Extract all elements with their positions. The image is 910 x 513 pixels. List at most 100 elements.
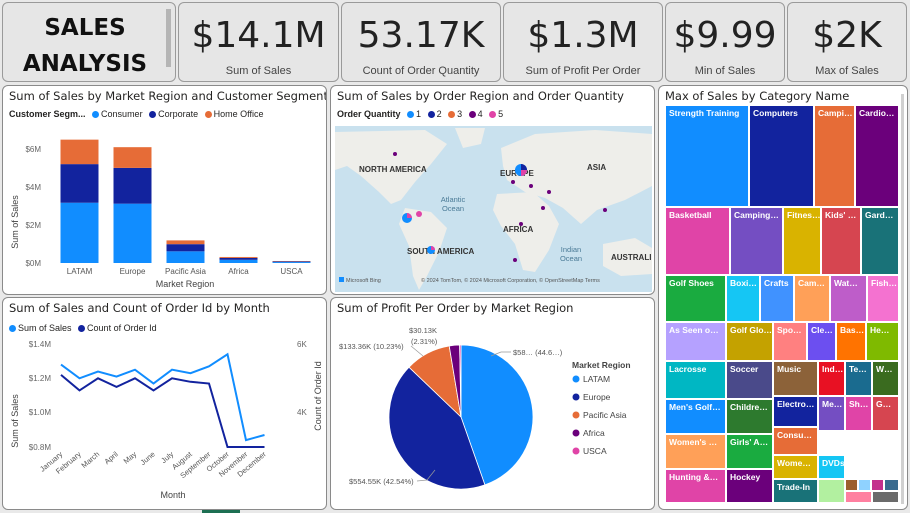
treemap-cell[interactable]: Lacrosse: [665, 361, 726, 399]
treemap-cell[interactable]: Sh…: [845, 396, 872, 431]
map-card[interactable]: Sum of Sales by Order Region and Order Q…: [330, 85, 655, 295]
pie-slice-europe[interactable]: [388, 366, 486, 490]
treemap-cell-small[interactable]: [845, 491, 872, 503]
map-bubble[interactable]: [541, 206, 545, 210]
line-chart-plot[interactable]: Sum of Sales Count of Order Id $1.4M $1.…: [3, 336, 326, 508]
treemap-cell[interactable]: Crafts: [760, 275, 794, 322]
legend-item[interactable]: 5: [498, 109, 504, 119]
legend-item[interactable]: 4: [477, 109, 483, 119]
treemap-cell[interactable]: Basketball: [665, 207, 730, 275]
treemap-plot[interactable]: Strength Training Computers Campi… Cardio… B…: [665, 105, 899, 503]
map-bubble-brazil-slice[interactable]: [431, 246, 435, 250]
treemap-cell[interactable]: Campi…: [814, 105, 855, 207]
bar-segment-corporate[interactable]: [113, 167, 152, 204]
bar-chart-card[interactable]: Sum of Sales by Market Region and Custom…: [2, 85, 327, 295]
title-scrollbar[interactable]: [166, 9, 171, 67]
legend-item[interactable]: 1: [416, 109, 422, 119]
bar-segment-home-office[interactable]: [60, 139, 99, 165]
treemap-cell-small[interactable]: [845, 479, 858, 491]
treemap-cell[interactable]: Cam…: [794, 275, 830, 322]
treemap-cell[interactable]: Trade-In: [773, 479, 818, 503]
treemap-cell[interactable]: Childre…: [726, 399, 773, 434]
map-attribution[interactable]: © 2024 TomTom, © 2024 Microsoft Corporat…: [421, 277, 600, 284]
legend-item[interactable]: Corporate: [158, 109, 199, 119]
map-bubble-colombia[interactable]: [416, 211, 422, 217]
pie-slice-usca[interactable]: [459, 344, 462, 418]
page-tab-indicator[interactable]: [202, 510, 240, 513]
treemap-cell[interactable]: Spo…: [773, 322, 807, 361]
legend-item[interactable]: 3: [457, 109, 463, 119]
treemap-cell[interactable]: Gard…: [861, 207, 899, 275]
pie-legend-item[interactable]: USCA: [583, 446, 607, 456]
treemap-card[interactable]: Max of Sales by Category Name Strength T…: [658, 85, 908, 510]
map-bubble[interactable]: [529, 184, 533, 188]
bar-chart-plot[interactable]: Sum of Sales $6M $4M $2M $0M LATAM Europe…: [3, 124, 326, 294]
pie-chart-plot[interactable]: $58… (44.6…) $554.55K (42.54%) $133.36K …: [331, 320, 654, 510]
map-bubble[interactable]: [511, 180, 515, 184]
treemap-cell[interactable]: Soccer: [726, 361, 773, 399]
treemap-cell[interactable]: Te…: [845, 361, 872, 396]
treemap-cell[interactable]: Kids' …: [821, 207, 861, 275]
treemap-cell[interactable]: Boxi…: [726, 275, 760, 322]
map-legend[interactable]: Order Quantity 1 2 3 4 5: [337, 109, 503, 119]
treemap-cell[interactable]: Consu…: [773, 427, 818, 455]
treemap-scrollbar[interactable]: [901, 94, 904, 504]
treemap-cell[interactable]: Fitnes…: [783, 207, 821, 275]
treemap-cell[interactable]: As Seen o…: [665, 322, 726, 361]
treemap-cell[interactable]: Hockey: [726, 469, 773, 503]
line-chart-legend[interactable]: Sum of Sales Count of Order Id: [5, 323, 157, 333]
treemap-cell[interactable]: Men's Golf…: [665, 399, 726, 434]
map-bubble[interactable]: [547, 190, 551, 194]
line-chart-card[interactable]: Sum of Sales and Count of Order Id by Mo…: [2, 297, 327, 510]
bar-segment-consumer[interactable]: [219, 259, 258, 263]
bar-segment-corporate[interactable]: [272, 261, 311, 263]
treemap-cell-small[interactable]: [858, 479, 871, 491]
bar-segment-home-office[interactable]: [219, 256, 258, 258]
pie-legend-item[interactable]: Pacific Asia: [583, 410, 627, 420]
treemap-cell[interactable]: Cle…: [807, 322, 836, 361]
treemap-cell-small[interactable]: [872, 491, 899, 503]
pie-legend-item[interactable]: LATAM: [583, 374, 610, 384]
treemap-cell[interactable]: Golf Shoes: [665, 275, 726, 322]
treemap-cell[interactable]: He…: [866, 322, 899, 361]
treemap-cell[interactable]: Wome…: [773, 455, 818, 479]
treemap-cell-small[interactable]: [884, 479, 899, 491]
treemap-cell[interactable]: Me…: [818, 396, 845, 431]
treemap-cell[interactable]: Ind…: [818, 361, 845, 396]
treemap-cell[interactable]: Wat…: [830, 275, 867, 322]
legend-item[interactable]: Home Office: [213, 109, 264, 119]
treemap-cell-small[interactable]: [818, 479, 845, 503]
treemap-cell[interactable]: Strength Training: [665, 105, 749, 207]
pie-chart-card[interactable]: Sum of Profit Per Order by Market Region…: [330, 297, 655, 510]
world-map[interactable]: NORTH AMERICA EUROPE ASIA AFRICA SOUTH A…: [335, 126, 652, 292]
line-series-count-of-order-id[interactable]: [60, 374, 265, 448]
map-bubble-europe-slice-2[interactable]: [521, 170, 527, 176]
map-bubble-caribbean-slice[interactable]: [407, 213, 412, 218]
map-bubble-europe-slice[interactable]: [521, 164, 527, 170]
map-bubble[interactable]: [519, 222, 523, 226]
treemap-cell[interactable]: Music: [773, 361, 818, 396]
bar-segment-home-office[interactable]: [113, 147, 152, 168]
treemap-cell[interactable]: Camping…: [730, 207, 783, 275]
bar-segment-corporate[interactable]: [60, 164, 99, 203]
bar-segment-consumer[interactable]: [272, 262, 311, 263]
treemap-cell[interactable]: G…: [872, 396, 899, 431]
treemap-cell[interactable]: Cardio…: [855, 105, 899, 207]
bar-segment-consumer[interactable]: [166, 251, 205, 263]
treemap-cell[interactable]: Fish…: [867, 275, 899, 322]
pie-slice-latam[interactable]: [460, 344, 534, 486]
bar-segment-corporate[interactable]: [219, 257, 258, 260]
treemap-cell[interactable]: Golf Glo…: [726, 322, 773, 361]
pie-legend-item[interactable]: Europe: [583, 392, 611, 402]
treemap-cell[interactable]: W…: [872, 361, 899, 396]
bar-segment-consumer[interactable]: [60, 202, 99, 263]
treemap-cell[interactable]: Computers: [749, 105, 814, 207]
treemap-cell[interactable]: Women's …: [665, 434, 726, 469]
treemap-cell[interactable]: Hunting &…: [665, 469, 726, 503]
legend-item[interactable]: Count of Order Id: [87, 323, 157, 333]
bar-chart-legend[interactable]: Customer Segm... Consumer Corporate Home…: [9, 109, 263, 119]
treemap-cell-small[interactable]: [871, 479, 884, 491]
legend-item[interactable]: Consumer: [101, 109, 143, 119]
bar-segment-home-office[interactable]: [166, 240, 205, 245]
treemap-cell[interactable]: Girls' A…: [726, 434, 773, 469]
